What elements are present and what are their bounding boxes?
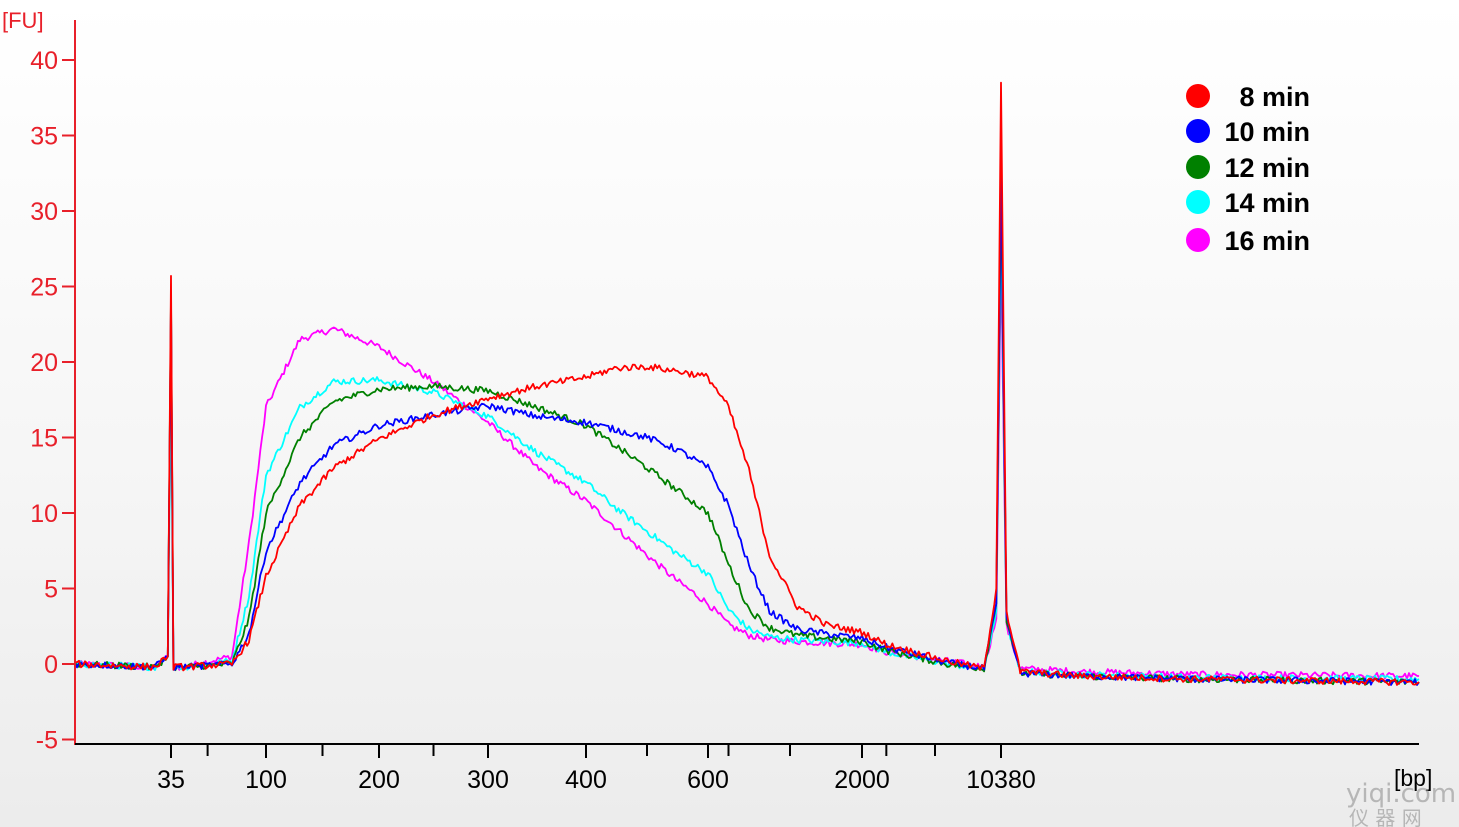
- y-ticks: -5 0 5 10 15 20 25 30 35 40: [30, 47, 75, 755]
- watermark-text: yiqi.com: [1346, 779, 1456, 809]
- y-axis-label: [FU]: [2, 8, 44, 33]
- x-ticks: 35 100 200 300 400 600 2000 10380: [157, 744, 1036, 794]
- legend-swatch: [1186, 228, 1210, 252]
- y-tick-label: -5: [36, 727, 58, 755]
- legend-swatch: [1186, 119, 1210, 143]
- legend-label: 10 min: [1224, 117, 1310, 147]
- series-line-14-min: [74, 210, 1420, 683]
- x-tick-label: 400: [565, 766, 607, 794]
- y-tick-label: 40: [30, 47, 58, 75]
- x-tick-label: 2000: [834, 766, 890, 794]
- legend-label: 14 min: [1224, 188, 1310, 218]
- y-tick-label: 35: [30, 123, 58, 151]
- series-line-10-min: [74, 157, 1420, 686]
- y-tick-label: 15: [30, 425, 58, 453]
- y-tick-label: 0: [44, 651, 58, 679]
- series-line-16-min: [74, 255, 1420, 680]
- legend-label: 12 min: [1224, 153, 1310, 183]
- legend-label: 16 min: [1224, 226, 1310, 256]
- legend-label: 8 min: [1239, 82, 1310, 112]
- legend-swatch: [1186, 155, 1210, 179]
- series-line-12-min: [74, 179, 1420, 686]
- series-line-8-min: [75, 81, 1420, 686]
- legend-swatch: [1186, 84, 1210, 108]
- x-tick-label: 100: [245, 766, 287, 794]
- x-axis-label: [bp]: [1394, 765, 1432, 791]
- y-tick-label: 30: [30, 198, 58, 226]
- legend: 8 min 10 min 12 min 14 min 16 min: [1186, 82, 1310, 256]
- y-tick-label: 5: [44, 576, 58, 604]
- x-tick-label: 600: [687, 766, 729, 794]
- y-tick-label: 10: [30, 500, 58, 528]
- series-layer: [74, 81, 1420, 686]
- x-tick-label: 10380: [966, 766, 1036, 794]
- x-tick-label: 300: [467, 766, 509, 794]
- axes: [74, 20, 1419, 745]
- y-tick-label: 25: [30, 274, 58, 302]
- x-tick-label: 35: [157, 766, 185, 794]
- x-tick-label: 200: [358, 766, 400, 794]
- legend-swatch: [1186, 190, 1210, 214]
- watermark-subtext: 仪 器 网: [1349, 806, 1422, 827]
- y-tick-label: 20: [30, 349, 58, 377]
